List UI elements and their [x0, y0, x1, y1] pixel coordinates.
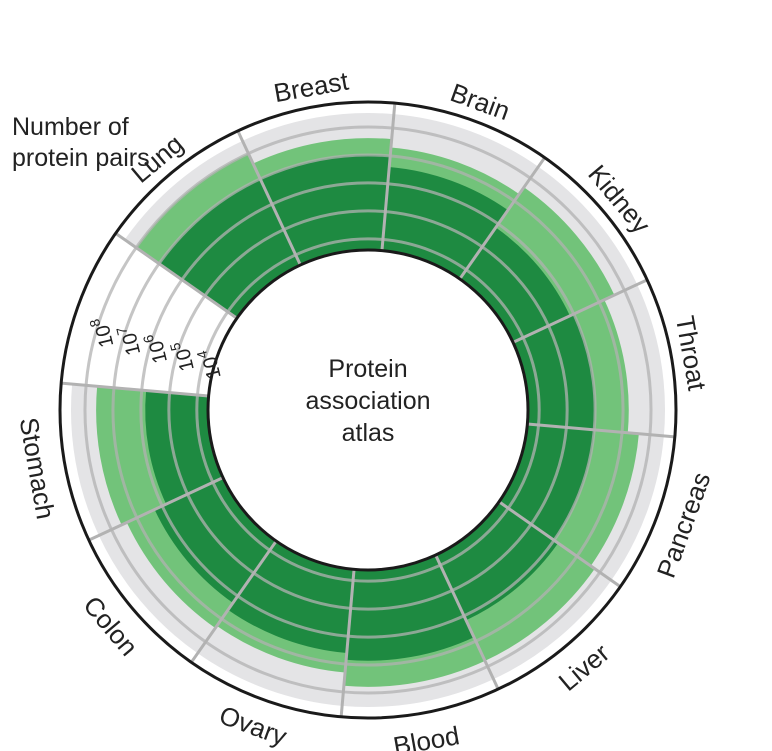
sector-divider [61, 381, 209, 398]
sector-divider [339, 569, 356, 717]
tick-label-7: 107 [113, 323, 145, 359]
label-blood: Blood [391, 720, 462, 751]
tick-label-6: 106 [140, 331, 172, 367]
tick-exponent: 7 [113, 325, 130, 337]
label-ovary: Ovary [215, 700, 290, 751]
bar-dark-lung [159, 178, 301, 319]
tick-exponent: 4 [193, 349, 210, 361]
label-brain: Brain [447, 77, 514, 126]
bar-dark-colon [154, 477, 277, 603]
label-colon: Colon [77, 590, 144, 661]
grid-ring-5 [167, 209, 569, 611]
axis-title: Number of protein pairs [12, 113, 150, 172]
sector-divider [380, 103, 397, 251]
frame-circles [58, 100, 678, 720]
sector-divider [458, 156, 546, 280]
label-stomach: Stomach [14, 415, 61, 521]
center-title-line: association [305, 387, 430, 415]
sector-divider [114, 232, 238, 320]
tick-label-5: 105 [166, 339, 198, 375]
sector-divider [190, 540, 278, 664]
label-liver: Liver [553, 637, 616, 696]
sector-divider [88, 476, 224, 542]
sector-dividers [61, 103, 675, 717]
tick-base: 10 [199, 354, 226, 381]
sector-divider [512, 278, 648, 344]
grid-ring-6 [139, 181, 597, 639]
grid-ring-4 [195, 237, 541, 583]
grid-rings [83, 125, 653, 695]
tick-label-4: 104 [193, 347, 225, 383]
inner-circle [206, 248, 530, 572]
tick-base: 10 [92, 323, 119, 350]
sector-divider [498, 500, 622, 588]
bar-dark-stomach [145, 390, 223, 505]
tick-exponent: 5 [166, 341, 183, 353]
label-pancreas: Pancreas [651, 468, 717, 581]
outer-circle [58, 100, 678, 720]
bar-dark-throat [513, 314, 596, 430]
center-title: Protein association atlas [305, 355, 430, 447]
tick-exponent: 6 [140, 333, 157, 345]
grid-ring-8 [83, 125, 653, 695]
bar-dark-ovary [228, 541, 355, 654]
label-breast: Breast [271, 65, 351, 108]
center-title-line: Protein [328, 355, 407, 383]
tick-exponent: 8 [86, 317, 103, 329]
tick-base: 10 [172, 346, 199, 373]
tick-label-8: 108 [86, 315, 118, 351]
label-throat: Throat [670, 313, 713, 393]
grid-ring-7 [111, 153, 625, 667]
sector-divider [434, 554, 500, 690]
center-title-line: atlas [342, 419, 395, 447]
bar-dark-brain [381, 166, 508, 279]
tick-base: 10 [119, 331, 146, 358]
sector-divider [236, 130, 302, 266]
sector-divider [527, 422, 675, 439]
tick-base: 10 [145, 339, 172, 366]
